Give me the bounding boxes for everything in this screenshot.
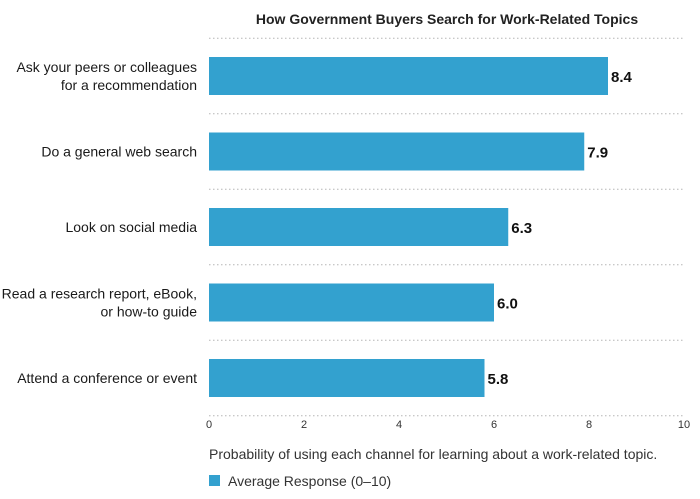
legend-swatch [209, 475, 220, 486]
value-label: 5.8 [488, 371, 509, 388]
x-tick-label: 10 [678, 419, 690, 431]
bar-4 [209, 283, 494, 322]
category-label: Do a general web search [41, 144, 197, 160]
value-label: 6.3 [511, 220, 532, 237]
value-labels: 8.4 7.9 6.3 6.0 5.8 [488, 69, 633, 388]
category-label: Ask your peers or colleagues [16, 59, 197, 75]
x-tick-label: 4 [396, 419, 402, 431]
chart-title: How Government Buyers Search for Work-Re… [256, 11, 638, 27]
value-label: 8.4 [611, 69, 633, 86]
legend-label: Average Response (0–10) [228, 473, 391, 489]
value-label: 6.0 [497, 296, 518, 313]
x-tick-label: 8 [586, 419, 592, 431]
bar-2 [209, 132, 585, 171]
x-tick-label: 2 [301, 419, 307, 431]
category-label: or how-to guide [100, 304, 197, 320]
category-label: for a recommendation [61, 77, 197, 93]
value-label: 7.9 [587, 145, 608, 162]
bar-5 [209, 359, 485, 397]
x-axis-label: Probability of using each channel for le… [209, 446, 657, 462]
bar-1 [209, 57, 608, 95]
bar-3 [209, 208, 509, 246]
category-labels: Ask your peers or colleagues for a recomm… [2, 59, 198, 386]
category-label: Look on social media [65, 219, 197, 235]
category-label: Read a research report, eBook, [2, 286, 197, 302]
bars [209, 57, 608, 397]
x-axis-ticks: 0 2 4 6 8 10 [206, 419, 690, 431]
x-tick-label: 6 [491, 419, 497, 431]
x-tick-label: 0 [206, 419, 212, 431]
category-label: Attend a conference or event [17, 370, 197, 386]
gridlines [209, 37, 684, 417]
